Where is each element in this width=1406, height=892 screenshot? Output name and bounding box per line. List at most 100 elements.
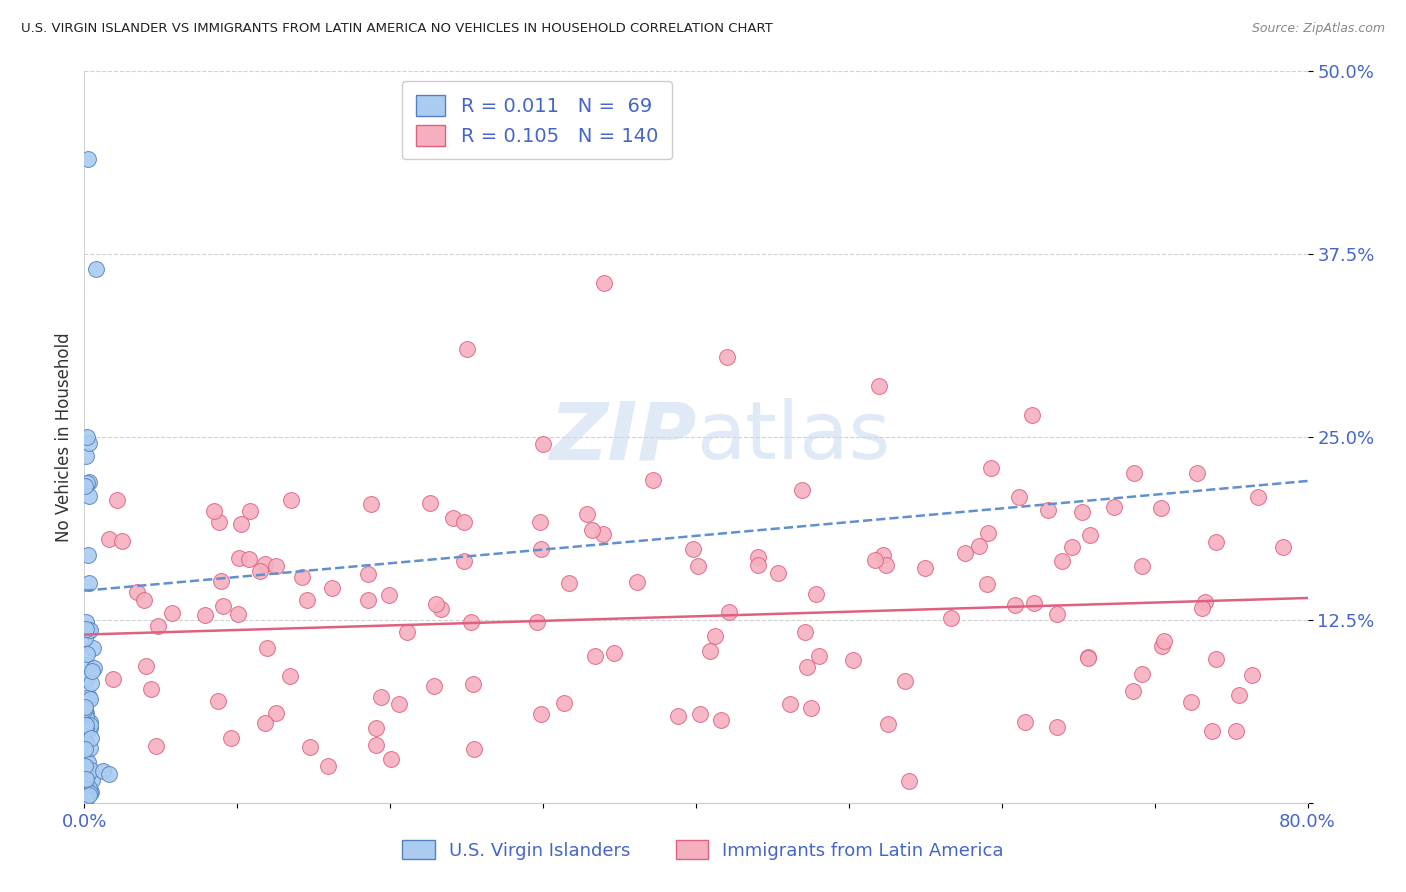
Point bbox=[1227, 688, 1250, 702]
Point bbox=[1078, 527, 1101, 541]
Point bbox=[686, 559, 709, 574]
Point bbox=[456, 343, 478, 357]
Point bbox=[228, 551, 250, 566]
Point bbox=[73, 772, 96, 786]
Point bbox=[1225, 724, 1247, 739]
Point bbox=[531, 437, 554, 451]
Point bbox=[976, 577, 998, 591]
Point bbox=[280, 493, 302, 508]
Point bbox=[842, 653, 865, 667]
Point bbox=[135, 659, 157, 673]
Point bbox=[430, 602, 453, 616]
Point bbox=[461, 677, 484, 691]
Point bbox=[82, 641, 104, 656]
Point bbox=[558, 576, 581, 591]
Point bbox=[1205, 651, 1227, 665]
Point bbox=[77, 760, 100, 774]
Point bbox=[75, 479, 97, 493]
Point bbox=[875, 558, 897, 573]
Point bbox=[82, 772, 104, 787]
Point bbox=[682, 541, 704, 556]
Point bbox=[1050, 554, 1073, 568]
Point bbox=[75, 772, 97, 786]
Point bbox=[75, 710, 97, 724]
Point bbox=[194, 608, 217, 623]
Point bbox=[1122, 467, 1144, 481]
Point bbox=[316, 759, 339, 773]
Point bbox=[75, 780, 97, 795]
Point bbox=[689, 706, 711, 721]
Point bbox=[76, 647, 98, 661]
Point bbox=[73, 741, 96, 756]
Point bbox=[79, 731, 101, 745]
Point bbox=[75, 449, 97, 463]
Point bbox=[1201, 724, 1223, 739]
Point bbox=[75, 753, 97, 767]
Point bbox=[77, 475, 100, 490]
Point bbox=[1122, 684, 1144, 698]
Point bbox=[75, 764, 97, 779]
Point bbox=[219, 731, 242, 745]
Point bbox=[75, 717, 97, 731]
Point bbox=[863, 553, 886, 567]
Point bbox=[1046, 720, 1069, 734]
Point bbox=[249, 564, 271, 578]
Point bbox=[77, 624, 100, 639]
Point bbox=[668, 708, 690, 723]
Point bbox=[898, 773, 921, 788]
Point bbox=[914, 561, 936, 575]
Point bbox=[139, 682, 162, 697]
Point bbox=[526, 615, 548, 630]
Point bbox=[97, 767, 120, 781]
Point bbox=[703, 629, 725, 643]
Point bbox=[641, 473, 664, 487]
Point bbox=[256, 640, 278, 655]
Point bbox=[1240, 668, 1263, 682]
Point bbox=[1152, 639, 1174, 653]
Point bbox=[75, 701, 97, 715]
Point bbox=[97, 533, 120, 547]
Point bbox=[876, 716, 898, 731]
Point bbox=[1150, 500, 1173, 515]
Point bbox=[76, 706, 98, 720]
Point bbox=[530, 707, 553, 722]
Point bbox=[79, 576, 101, 591]
Point bbox=[1102, 500, 1125, 514]
Point bbox=[73, 730, 96, 744]
Point bbox=[79, 763, 101, 777]
Point bbox=[291, 570, 314, 584]
Point bbox=[460, 615, 482, 629]
Point bbox=[77, 765, 100, 780]
Point bbox=[239, 504, 262, 518]
Point bbox=[1077, 650, 1099, 665]
Point bbox=[80, 676, 103, 690]
Point bbox=[419, 496, 441, 510]
Point bbox=[278, 669, 301, 683]
Point bbox=[75, 785, 97, 799]
Point bbox=[148, 618, 170, 632]
Point bbox=[592, 527, 614, 541]
Point bbox=[603, 647, 626, 661]
Point bbox=[75, 722, 97, 736]
Point bbox=[229, 517, 252, 532]
Point bbox=[125, 584, 148, 599]
Point bbox=[626, 575, 648, 590]
Point bbox=[980, 461, 1002, 475]
Point bbox=[79, 690, 101, 704]
Point bbox=[800, 700, 823, 714]
Point bbox=[238, 552, 260, 566]
Point bbox=[207, 694, 229, 708]
Point bbox=[298, 739, 321, 754]
Point bbox=[1038, 503, 1060, 517]
Point bbox=[1247, 490, 1270, 504]
Point bbox=[779, 697, 801, 711]
Point bbox=[360, 496, 382, 510]
Point bbox=[75, 657, 97, 672]
Point bbox=[453, 515, 475, 529]
Point bbox=[253, 557, 276, 571]
Point bbox=[75, 672, 97, 686]
Point bbox=[212, 599, 235, 614]
Point bbox=[356, 567, 378, 582]
Text: U.S. VIRGIN ISLANDER VS IMMIGRANTS FROM LATIN AMERICA NO VEHICLES IN HOUSEHOLD C: U.S. VIRGIN ISLANDER VS IMMIGRANTS FROM … bbox=[21, 22, 773, 36]
Point bbox=[378, 588, 401, 602]
